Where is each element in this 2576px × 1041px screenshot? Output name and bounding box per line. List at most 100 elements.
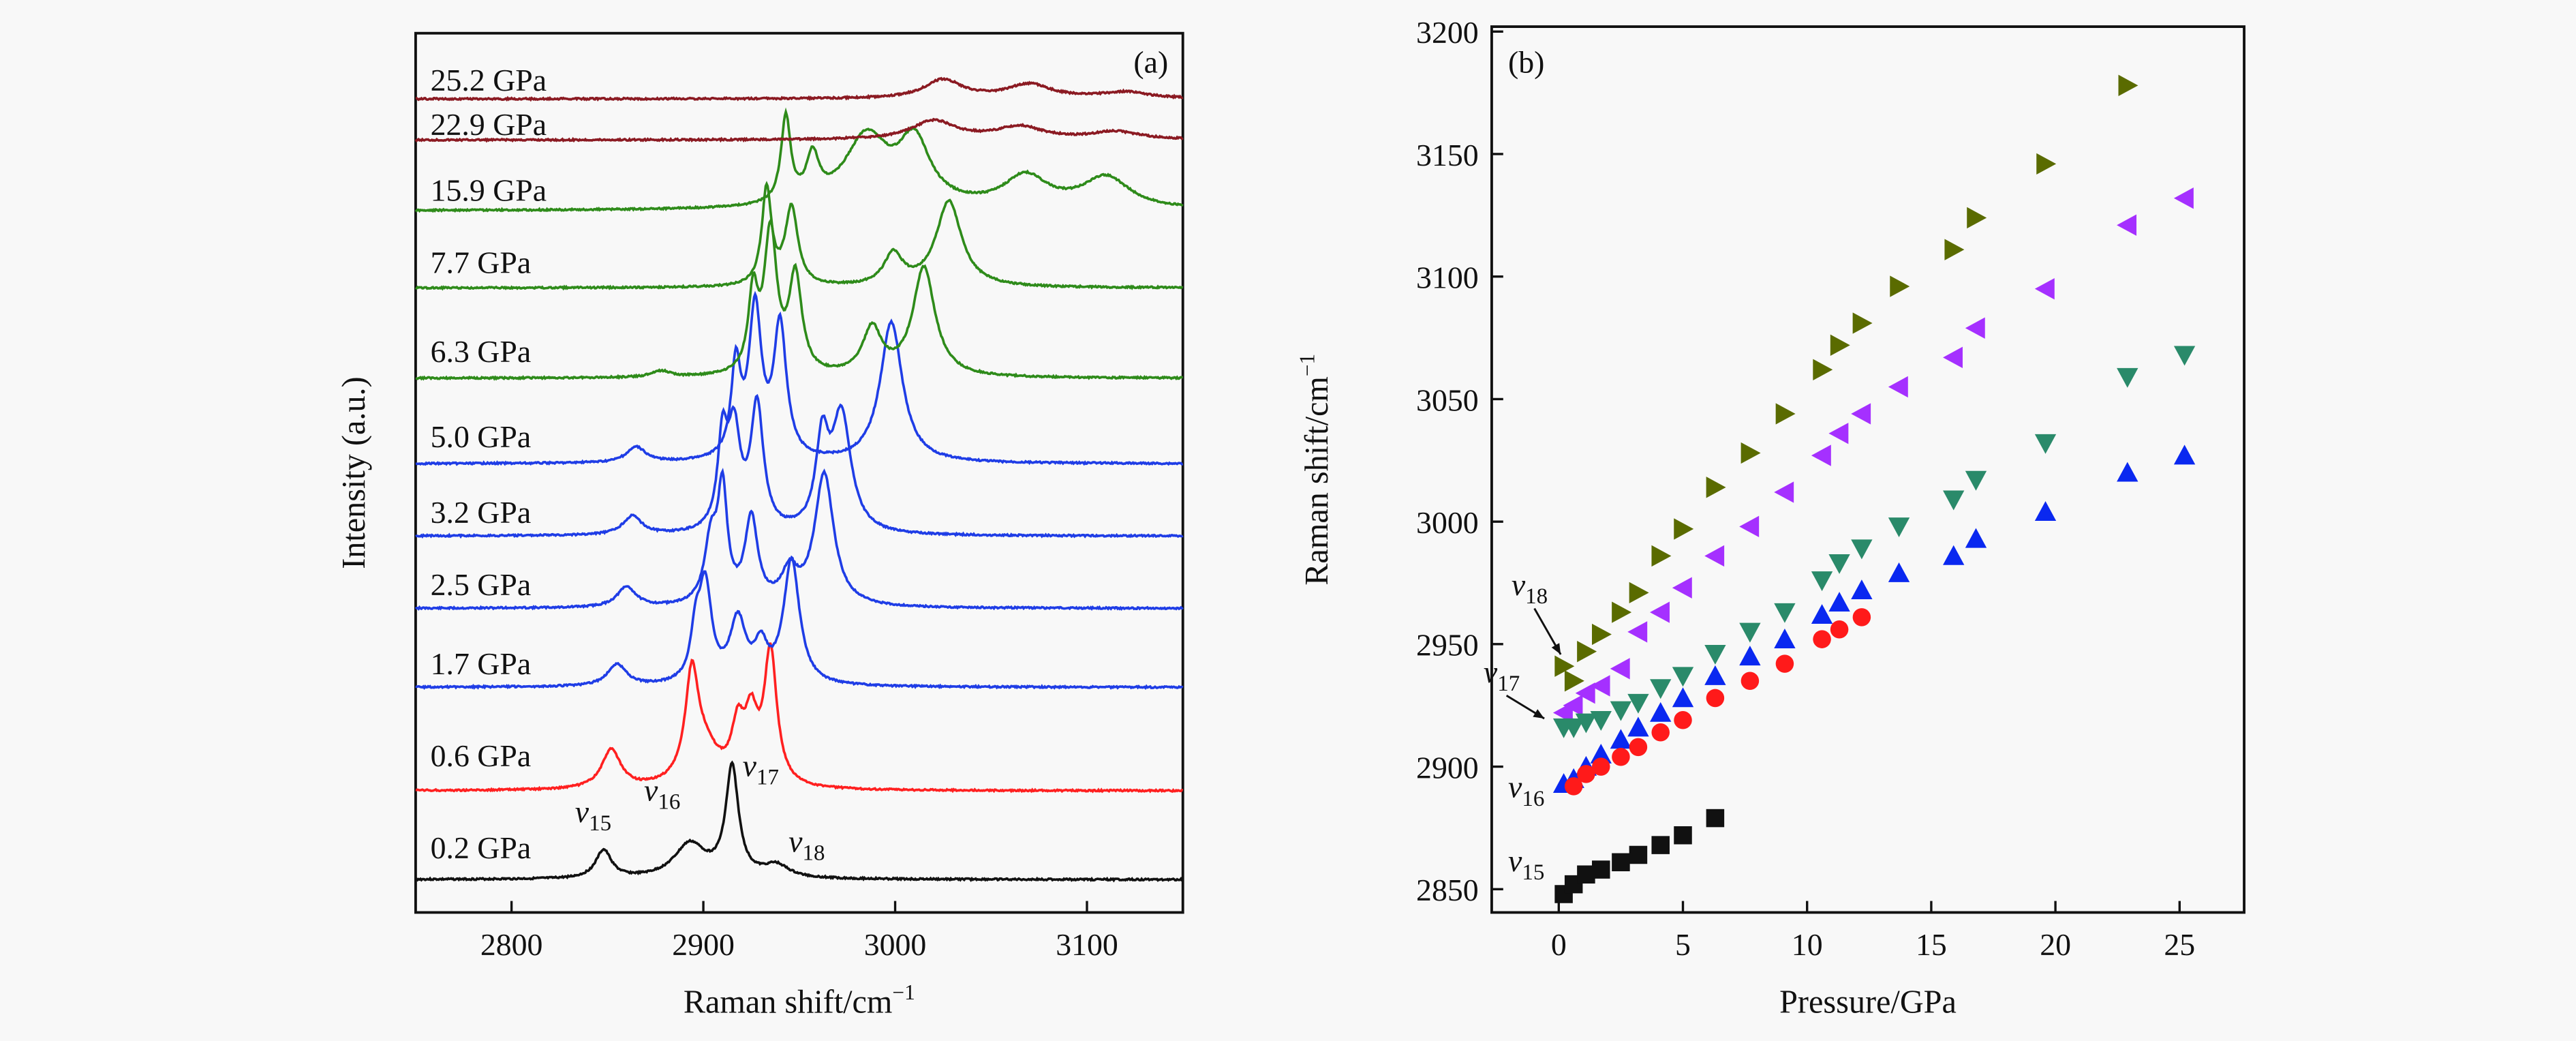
spectrum-label: 1.7 GPa (431, 646, 532, 681)
panel-label: (a) (1133, 45, 1168, 80)
spectrum-label: 0.6 GPa (431, 738, 532, 773)
data-point-v17b (1828, 423, 1849, 444)
spectrum-label: 7.7 GPa (431, 245, 532, 280)
data-point-v15 (1651, 836, 1670, 854)
spectrum-line-25-2-GPa (415, 76, 1184, 102)
panel-label: (b) (1508, 45, 1544, 80)
mode-annotation-symbol: v (788, 824, 803, 858)
x-tick-label: 3000 (864, 927, 927, 962)
data-point-v17b (1590, 675, 1610, 697)
x-tick-label: 3100 (1056, 927, 1118, 962)
data-point-v17b (1811, 444, 1831, 466)
spectrum-line-2-5-GPa (414, 468, 1184, 611)
data-point-v17 (1672, 667, 1694, 687)
data-point-v17 (1590, 711, 1612, 731)
mode-annotation-symbol: v (1508, 843, 1522, 878)
mode-annotation-symbol: v (644, 773, 658, 808)
data-point-v16 (2173, 444, 2196, 465)
data-point-v17 (1704, 644, 1726, 665)
data-point-v17b (1888, 376, 1908, 398)
mode-annotation-symbol: v (743, 748, 757, 783)
mode-annotation-subscript: 17 (1497, 672, 1520, 696)
spectrum-label: 15.9 GPa (431, 173, 547, 208)
data-point-v17b (2034, 278, 2055, 300)
x-tick-label: 20 (2040, 927, 2071, 962)
spectrum-line-22-9-GPa (414, 117, 1184, 143)
spectrum-label: 2.5 GPa (431, 567, 532, 602)
data-point-v18 (1967, 207, 1987, 229)
data-point-v18 (1651, 545, 1672, 567)
data-point-v17 (1851, 539, 1873, 560)
data-point-v18 (1612, 601, 1632, 623)
mode-annotation-symbol: v (1512, 567, 1526, 602)
mode-annotation-symbol: v (1484, 654, 1498, 689)
data-point-v18 (1706, 477, 1726, 498)
data-point-v16 (1650, 701, 1672, 722)
x-tick-label: 10 (1792, 927, 1823, 962)
data-point-v17 (1650, 679, 1672, 699)
data-point-v18 (1775, 403, 1796, 425)
mode-annotation-subscript: 18 (802, 841, 825, 865)
data-point-v17b (1627, 621, 1648, 643)
spectrum-label: 3.2 GPa (431, 495, 532, 530)
plot-frame (414, 31, 1184, 914)
mode-annotation: v18 (1512, 567, 1548, 609)
mode-annotation: v15 (1508, 843, 1544, 885)
y-axis-title-text: Raman shift/cm (1299, 376, 1335, 586)
x-axis-title-superscript: −1 (892, 980, 915, 1004)
data-point-v16 (1811, 604, 1833, 624)
data-point-v17 (2034, 434, 2057, 454)
data-point-v15 (1629, 845, 1648, 864)
data-point-v16 (1851, 579, 1873, 600)
data-point-v18 (1813, 359, 1833, 380)
data-point-v17b (2173, 187, 2194, 209)
x-tick-label: 0 (1551, 927, 1567, 962)
data-point-v17b (1672, 577, 1692, 599)
data-point-v18 (1577, 640, 1597, 663)
mode-annotation-symbol: v (575, 794, 589, 829)
x-axis-title: Raman shift/cm−1 (684, 980, 915, 1020)
data-point-v18 (1890, 275, 1910, 297)
panel-a-raman-spectra: 2800 2900 3000 3100 Raman shift/cm−1 Intensit… (336, 31, 1184, 1021)
data-point-v16 (1627, 716, 1649, 737)
data-point-v18 (2036, 153, 2057, 175)
data-point-v17 (2117, 367, 2138, 388)
data-point-v17b (2117, 214, 2137, 236)
data-point-v16 (1774, 629, 1796, 648)
spectrum-label: 5.0 GPa (431, 419, 532, 454)
spectrum-line-3-2-GPa (415, 393, 1184, 539)
data-point-v17b (1943, 346, 1963, 368)
x-tick-label: 15 (1916, 927, 1947, 962)
data-point-v17b (1563, 695, 1583, 716)
data-point-v16b (1775, 654, 1794, 673)
y-axis-title: Raman shift/cm−1 (1295, 354, 1335, 586)
data-point-v17 (1888, 517, 1910, 538)
data-point-v17b (1610, 658, 1630, 680)
data-point-v15 (1612, 853, 1630, 872)
data-point-v16b (1813, 630, 1831, 648)
data-point-v16 (1610, 729, 1632, 749)
plot-frame (1490, 25, 2245, 914)
mode-annotation: v16 (1508, 770, 1544, 811)
data-point-v16b (1592, 757, 1610, 776)
spectrum-line-15-9-GPa (414, 107, 1184, 213)
data-point-v15 (1592, 860, 1610, 879)
y-axis-title: Intensity (a.u.) (336, 376, 372, 569)
panel-b-pressure-shift: 0 5 10 15 20 25 2850 2900 2950 3000 3050 3100 3150 32… (1295, 15, 2245, 1021)
y-axis-title-superscript: −1 (1295, 354, 1319, 376)
data-point-v17b (1704, 545, 1725, 567)
data-point-v17 (1739, 622, 1761, 643)
mode-annotation-symbol: v (1508, 770, 1522, 804)
spectrum-label: 22.9 GPa (431, 107, 547, 142)
spectrum-line-0-2-GPa (415, 760, 1183, 883)
mode-annotation-subscript: 15 (589, 811, 611, 836)
data-point-v17 (1811, 571, 1833, 592)
data-point-v15 (1706, 809, 1725, 828)
mode-annotation: v15 (575, 794, 611, 836)
data-point-v16 (1888, 562, 1910, 582)
spectrum-label: 0.2 GPa (431, 830, 532, 865)
data-point-v17b (1739, 515, 1760, 538)
y-tick-label: 3100 (1416, 260, 1479, 295)
spectrum-label: 6.3 GPa (431, 334, 532, 369)
